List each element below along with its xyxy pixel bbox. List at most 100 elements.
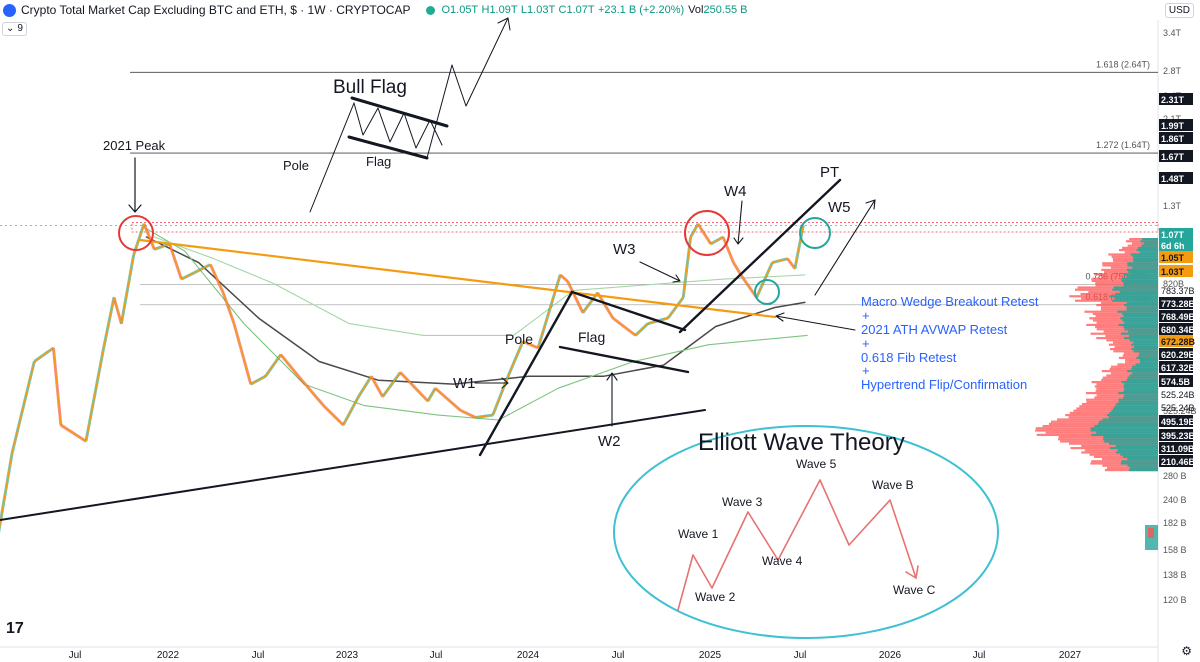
bull-flag-title: Bull Flag: [333, 77, 407, 98]
chevron-down-icon: ⌄: [6, 23, 15, 34]
price-tag-bg: [1159, 251, 1193, 263]
retest-annotation-line: +: [862, 308, 870, 323]
volume-profile-bar-up: [1120, 462, 1158, 465]
ma-light-green: [153, 236, 806, 336]
volume-profile-bar-up: [1133, 341, 1158, 344]
volume-profile-bar-up: [1134, 345, 1158, 348]
price-tag: 2.31T: [1161, 95, 1185, 105]
volume-profile-bar-up: [1126, 268, 1158, 271]
volume-profile-bar-up: [1129, 374, 1158, 377]
price-tag-bg: [1159, 335, 1193, 347]
volume-profile-bar-up: [1132, 266, 1158, 269]
bull-flag-bottom-bar: [347, 135, 429, 160]
volume-profile-bar-up: [1123, 326, 1158, 329]
time-axis-tick: Jul: [794, 650, 807, 661]
volume-profile-bar-up: [1138, 246, 1158, 249]
price-tag: 1.07T: [1161, 230, 1185, 240]
volume-profile-bar-up: [1129, 334, 1158, 337]
currency-selector[interactable]: USD: [1164, 3, 1194, 18]
ohlc-open: O1.05T: [441, 4, 479, 16]
volume-profile-bar-up: [1126, 378, 1158, 381]
price-axis-tick: 3.4T: [1163, 28, 1182, 38]
volume-profile-bar-up: [1118, 323, 1158, 326]
volume-profile-bar-up: [1143, 242, 1158, 245]
retest-annotation-line: Macro Wedge Breakout Retest: [861, 294, 1039, 309]
price-tag: 1.67T: [1161, 152, 1185, 162]
volume-profile-bar-up: [1113, 407, 1158, 410]
volume-profile-bar-up: [1098, 422, 1158, 425]
time-axis-tick: Jul: [973, 650, 986, 661]
price-tag: 395.23B: [1161, 431, 1196, 441]
price-tag-bg: [1159, 297, 1193, 309]
w3-top-circle: [684, 210, 730, 256]
volume-profile-bar-up: [1132, 255, 1158, 258]
retest-annotation-line: 0.618 Fib Retest: [861, 350, 957, 365]
volume-profile-bar-up: [1132, 372, 1158, 375]
volume-profile-bar-up: [1106, 414, 1158, 417]
retest-annotation-line: +: [862, 336, 870, 351]
retest-circle: [754, 279, 780, 305]
volume-profile-bar-up: [1118, 392, 1158, 395]
elliott-arrowhead: [905, 565, 919, 579]
volume-profile-bar-up: [1131, 348, 1158, 351]
elliott-wave-label: Wave 1: [678, 527, 719, 541]
time-axis-tick: Jul: [430, 650, 443, 661]
volume-profile: [1035, 238, 1158, 550]
price-tag-bg: [1159, 415, 1193, 427]
w4-label: W4: [724, 183, 747, 200]
cryptocap-logo-icon: [3, 3, 16, 17]
flag-label-top: Flag: [366, 154, 391, 169]
volume-profile-bar-up: [1113, 286, 1158, 289]
time-axis-tick: 2024: [517, 650, 540, 661]
price-tag: 1.99T: [1161, 121, 1185, 131]
volume-profile-bar-up: [1128, 330, 1158, 333]
gear-icon[interactable]: ⚙: [1181, 644, 1192, 658]
pt-projection-line: [678, 178, 842, 334]
volume-profile-bar-up: [1127, 458, 1158, 461]
volume-profile-bar-up: [1112, 288, 1158, 291]
price-tag-bg: [1159, 442, 1193, 454]
volume-profile-bar-up: [1117, 449, 1158, 452]
price-tag-bg: [1159, 150, 1193, 162]
volume-profile-bar-up: [1142, 238, 1158, 241]
volume-profile-bar-up: [1133, 257, 1158, 260]
price-tag-bg: [1159, 361, 1193, 373]
volume-profile-bar-up: [1123, 315, 1158, 318]
price-tag-bg: [1159, 455, 1193, 467]
volume-profile-bar-up: [1109, 411, 1158, 414]
peak-circle: [118, 215, 154, 251]
time-axis-tick: Jul: [69, 650, 82, 661]
bull-flag-zigzag: [353, 102, 443, 149]
price-tag-bg: [1159, 348, 1193, 360]
price-tag: 773.28B: [1161, 299, 1196, 309]
w1-label: W1: [453, 375, 476, 392]
w3-label: W3: [613, 241, 636, 258]
price-tag: 525.24B: [1161, 390, 1195, 400]
elliott-wave-label: Wave 2: [695, 590, 736, 604]
price-tag: 783.37B: [1161, 286, 1195, 296]
volume-profile-bar-up: [1131, 367, 1158, 370]
volume-profile-bar-up: [1127, 370, 1158, 373]
volume-profile-bar-up: [1126, 308, 1158, 311]
symbol-title[interactable]: Crypto Total Market Cap Excluding BTC an…: [21, 3, 411, 17]
volume-profile-bar-up: [1091, 433, 1158, 436]
wedge-resistance-line: [138, 238, 777, 319]
price-axis-tick: 158 B: [1163, 545, 1187, 555]
price-tag-bg: [1159, 265, 1193, 277]
peak-2021-label: 2021 Peak: [103, 138, 166, 153]
price-tag: 672.28B: [1161, 337, 1196, 347]
indicator-count: 9: [17, 23, 23, 34]
price-tag: 210.46B: [1161, 457, 1196, 467]
ma-grey: [145, 236, 806, 385]
pt-label: PT: [820, 164, 839, 181]
volume-profile-bar-up: [1122, 273, 1158, 276]
bull-flag-breakout-line: [426, 17, 509, 159]
volume-profile-bar-up: [1090, 427, 1158, 430]
elliott-title: Elliott Wave Theory: [698, 429, 905, 456]
volume-profile-bar-up: [1126, 306, 1158, 309]
indicators-toggle[interactable]: ⌄ 9: [2, 22, 27, 36]
volume-profile-bar-up: [1112, 299, 1158, 302]
price-tag-bg: [1159, 375, 1193, 387]
